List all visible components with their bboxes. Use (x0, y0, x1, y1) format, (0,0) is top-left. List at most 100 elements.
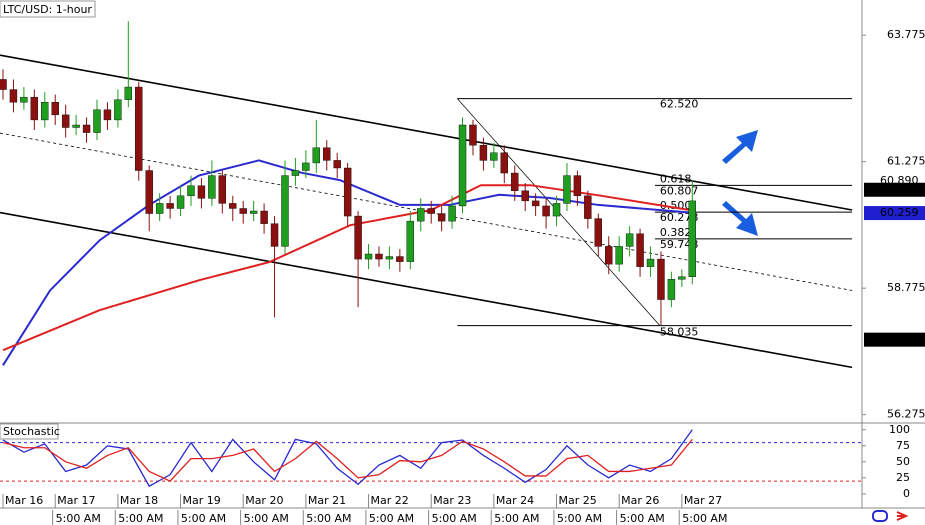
fib-ratio: 0.382 (660, 226, 692, 239)
candle-body (625, 233, 634, 247)
candle-body (584, 195, 592, 219)
y-tick-label: 63.775 (887, 28, 925, 41)
x-tick-label: 5:00 AM (682, 512, 727, 525)
candle-body (103, 109, 112, 121)
trendline (0, 211, 853, 369)
arrow-down (722, 201, 758, 236)
x-tick-label: Mar 20 (245, 494, 283, 507)
toolbar-icons (872, 510, 909, 522)
candle-body (385, 256, 394, 260)
candle-body (531, 200, 540, 207)
candle-body (72, 124, 80, 128)
candle-body (448, 205, 456, 222)
candle-body (197, 185, 206, 199)
x-tick-label: Mar 18 (120, 494, 158, 507)
candle-body (114, 99, 122, 121)
candle-body (542, 205, 550, 217)
y-tick-label: 25 (896, 471, 910, 484)
x-tick-label: Mar 19 (183, 494, 221, 507)
x-tick-label: Mar 16 (5, 494, 43, 507)
x-tick-label: Mar 23 (433, 494, 471, 507)
candle-body (490, 152, 498, 161)
price-tag (864, 332, 925, 347)
exit-icon[interactable] (896, 511, 909, 521)
candle-body (176, 195, 185, 209)
chart-title: LTC/USD: 1-hour (3, 3, 92, 16)
price-tag (864, 182, 925, 197)
price-tag (864, 206, 925, 221)
x-tick-label: 5:00 AM (306, 512, 351, 525)
candle-body (396, 256, 404, 262)
candle-body (323, 147, 331, 161)
x-tick-label: Mar 17 (57, 494, 95, 507)
candle-body (229, 203, 237, 209)
y-tick-label: 0 (903, 487, 910, 500)
candle-body (427, 208, 435, 214)
candle-body (646, 258, 655, 267)
candle-body (458, 124, 467, 207)
candle-body (678, 276, 686, 280)
candle-body (364, 253, 373, 260)
candle-body (82, 124, 91, 133)
y-tick-label: 100 (889, 423, 910, 436)
candle-body (187, 185, 195, 197)
y-tick-label: 75 (896, 439, 910, 452)
candle-body (30, 96, 39, 121)
candle-body (552, 203, 561, 217)
y-tick-label: 58.775 (887, 281, 925, 294)
link-icon[interactable] (872, 510, 888, 522)
candle-body (636, 233, 644, 267)
trendline (0, 54, 853, 211)
candle-body (500, 152, 509, 174)
candle-body (135, 86, 143, 171)
candle-body (145, 170, 153, 214)
candle-body (9, 89, 18, 103)
candle-body (688, 200, 696, 277)
x-tick-label: Mar 26 (621, 494, 659, 507)
candle-body (406, 220, 415, 262)
candle-body (469, 124, 477, 146)
x-tick-label: 5:00 AM (244, 512, 289, 525)
candle-body (166, 203, 174, 209)
title-box (0, 0, 96, 18)
candle-body (291, 170, 300, 176)
panel-title: Stochastic (3, 425, 60, 438)
candle-body (270, 223, 279, 247)
fib-ratio: 0.618 (660, 172, 692, 185)
price-tag-label: 57.757 (880, 333, 919, 346)
candle-body (573, 175, 582, 197)
candle-body (563, 175, 571, 204)
candle-body (281, 175, 289, 247)
x-tick-label: 5:00 AM (620, 512, 665, 525)
price-tag-label: 60.720 (880, 183, 919, 196)
candle-body (218, 175, 227, 204)
candle-body (249, 210, 258, 214)
candle-body (479, 145, 488, 161)
candle-body (333, 160, 341, 169)
candle-body (615, 246, 623, 265)
candle-body (312, 147, 321, 164)
candle-body (239, 208, 247, 214)
x-tick-label: 5:00 AM (369, 512, 414, 525)
fib-value: 60.807 (660, 184, 699, 197)
x-tick-label: Mar 27 (684, 494, 722, 507)
candle-body (521, 190, 529, 202)
fib-label: 62.520 (660, 98, 699, 111)
candle-body (657, 258, 665, 300)
candle-body (208, 175, 216, 199)
candle-body (93, 109, 101, 133)
x-tick-label: 5:00 AM (56, 512, 101, 525)
x-tick-label: 5:00 AM (432, 512, 477, 525)
x-tick-label: 5:00 AM (557, 512, 602, 525)
x-tick-label: Mar 24 (496, 494, 534, 507)
candle-body (354, 215, 362, 260)
y-tick-label: 56.275 (887, 408, 925, 421)
stochastic-line (2, 438, 693, 482)
fib-label: 58.035 (660, 326, 699, 339)
candle-body (124, 86, 133, 100)
candle-body (511, 172, 519, 191)
candle-body (155, 203, 164, 214)
candle-body (343, 167, 352, 217)
